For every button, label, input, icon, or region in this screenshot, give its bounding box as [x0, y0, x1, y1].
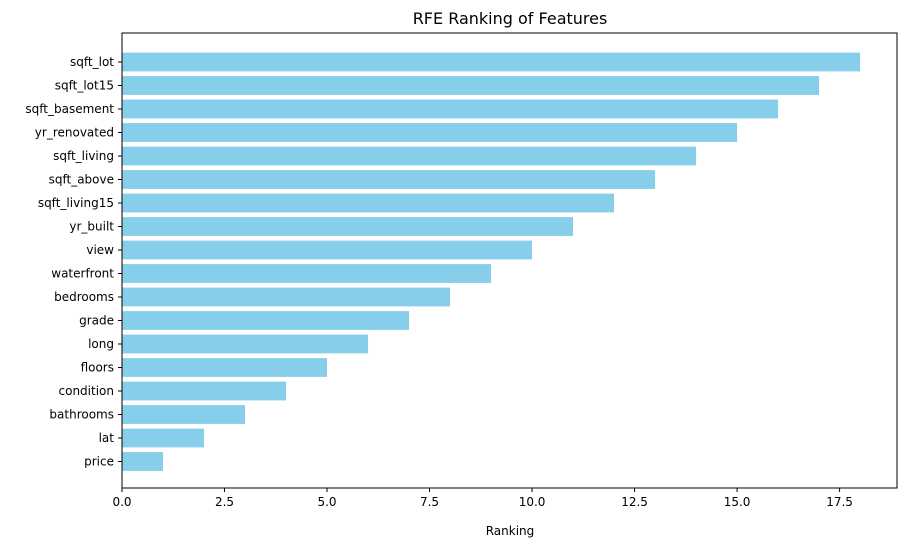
x-ticks: 0.0 2.5 5.0 7.5 10.0 12.5 15.0 17.5: [112, 488, 853, 509]
y-tick-label: condition: [59, 384, 114, 398]
bar-condition: [122, 381, 287, 401]
x-tick-label: 2.5: [215, 495, 234, 509]
bar-sqft_lot: [122, 52, 861, 72]
chart-title: RFE Ranking of Features: [413, 9, 608, 28]
bar-waterfront: [122, 264, 492, 283]
bar-bedrooms: [122, 287, 451, 307]
x-tick-label: 17.5: [826, 495, 853, 509]
bar-sqft_living: [122, 146, 697, 166]
x-tick-label: 7.5: [420, 495, 439, 509]
bar-yr_built: [122, 217, 574, 236]
x-axis-label: Ranking: [486, 524, 535, 538]
y-tick-label: sqft_lot15: [55, 79, 114, 93]
y-tick-label: sqft_living15: [38, 196, 114, 210]
x-tick-label: 10.0: [519, 495, 546, 509]
y-tick-label: waterfront: [51, 267, 114, 281]
bar-grade: [122, 311, 410, 330]
y-tick-label: yr_renovated: [35, 126, 114, 140]
y-tick-label: lat: [99, 431, 115, 445]
bar-price: [122, 452, 164, 471]
y-tick-label: bathrooms: [49, 408, 114, 422]
x-tick-label: 12.5: [621, 495, 648, 509]
y-tick-label: floors: [81, 361, 114, 375]
plot-frame: [121, 32, 898, 489]
x-tick-label: 15.0: [724, 495, 751, 509]
y-tick-label: bedrooms: [54, 290, 114, 304]
x-tick-label: 0.0: [112, 495, 131, 509]
y-ticks: sqft_lot sqft_lot15 sqft_basement yr_renova…: [25, 55, 122, 469]
y-tick-label: sqft_basement: [25, 102, 114, 116]
y-tick-label: sqft_above: [49, 173, 114, 187]
bar-sqft_above: [122, 170, 656, 189]
x-tick-label: 5.0: [317, 495, 336, 509]
bar-view: [122, 240, 533, 260]
bar-bathrooms: [122, 405, 246, 424]
bar-long: [122, 334, 369, 354]
y-tick-label: sqft_lot: [70, 55, 114, 69]
y-tick-label: long: [88, 337, 114, 351]
y-tick-label: yr_built: [69, 220, 114, 234]
bar-lat: [122, 428, 205, 448]
bar-sqft_basement: [122, 99, 779, 119]
bar-yr_renovated: [122, 123, 738, 142]
bar-sqft_lot15: [122, 76, 820, 95]
bars-group: [122, 52, 861, 471]
bar-floors: [122, 358, 328, 377]
y-tick-label: grade: [79, 314, 114, 328]
y-tick-label: sqft_living: [53, 149, 114, 163]
y-tick-label: price: [84, 455, 114, 469]
y-tick-label: view: [86, 243, 114, 257]
bar-sqft_living15: [122, 193, 615, 213]
